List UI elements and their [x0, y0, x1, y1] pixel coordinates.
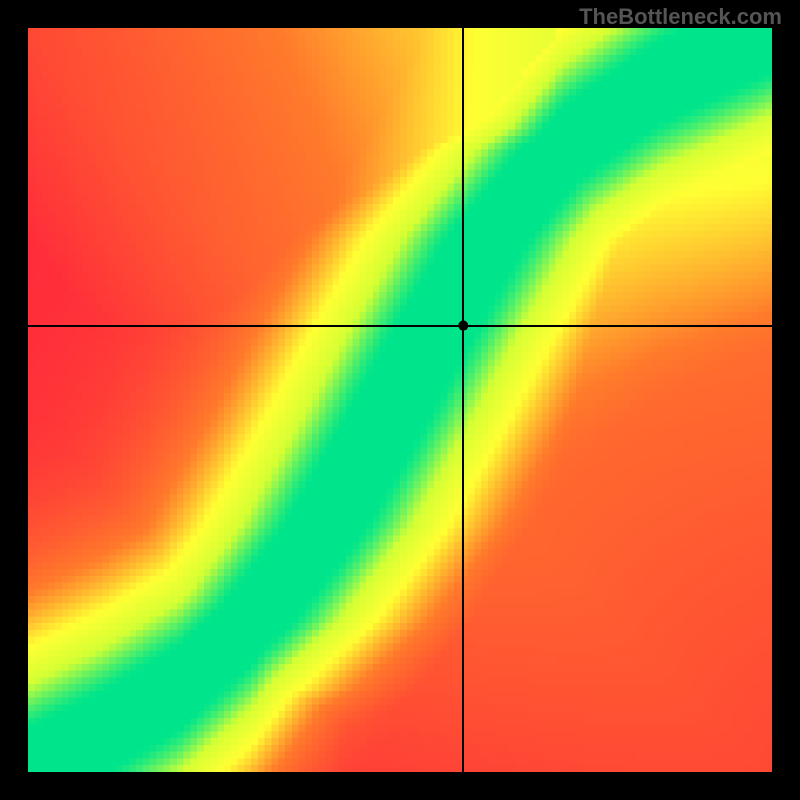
- chart-frame: TheBottleneck.com: [0, 0, 800, 800]
- watermark-text: TheBottleneck.com: [579, 4, 782, 30]
- crosshair-marker: [28, 28, 772, 772]
